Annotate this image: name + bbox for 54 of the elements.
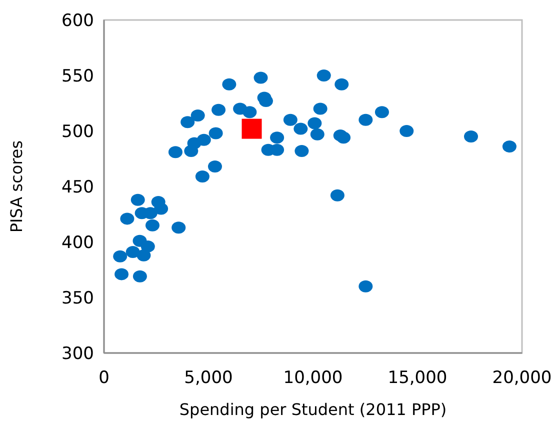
point (464, 130, 478, 143)
x-tick-label: 10,000 (283, 368, 343, 388)
point (270, 132, 284, 144)
y-tick-label: 400 (62, 232, 94, 253)
point (114, 268, 129, 280)
point (140, 240, 155, 252)
point (294, 122, 308, 135)
point (212, 104, 226, 116)
point (336, 132, 351, 144)
y-tick-label: 450 (62, 177, 94, 198)
point (502, 140, 516, 153)
point (130, 194, 145, 206)
point (154, 202, 168, 215)
point (310, 128, 324, 140)
point (190, 109, 205, 122)
point (208, 127, 223, 140)
point (126, 246, 140, 258)
x-axis-title: Spending per Student (2011 PPP) (179, 400, 447, 419)
point (132, 270, 147, 282)
y-tick-label: 350 (62, 288, 94, 308)
y-tick-label: 550 (62, 66, 94, 86)
point (316, 70, 331, 82)
point (283, 114, 298, 126)
point (113, 250, 128, 262)
y-axis-title: PISA scores (7, 140, 26, 233)
point (330, 189, 344, 202)
point (222, 78, 236, 90)
point (308, 117, 322, 130)
point (358, 114, 373, 126)
point (242, 106, 257, 118)
point (180, 116, 195, 128)
point (145, 219, 160, 232)
point (400, 125, 414, 137)
point (120, 212, 134, 225)
point (242, 118, 262, 139)
y-tick-label: 600 (62, 10, 94, 31)
y-tick-label: 300 (62, 344, 94, 364)
x-tick-label: 15,000 (388, 368, 448, 388)
point (195, 170, 210, 183)
point (168, 146, 182, 158)
point (208, 160, 222, 173)
point (258, 95, 273, 108)
y-tick-label: 500 (62, 122, 94, 142)
point (172, 222, 186, 234)
point (334, 78, 349, 90)
x-tick-label: 0 (98, 368, 110, 388)
point (254, 72, 268, 84)
point (294, 144, 309, 157)
point (358, 280, 373, 292)
x-tick-label: 5,000 (184, 368, 233, 388)
point (313, 102, 328, 115)
point (196, 134, 211, 146)
point (374, 106, 389, 118)
x-tick-label: 20,000 (492, 368, 552, 388)
